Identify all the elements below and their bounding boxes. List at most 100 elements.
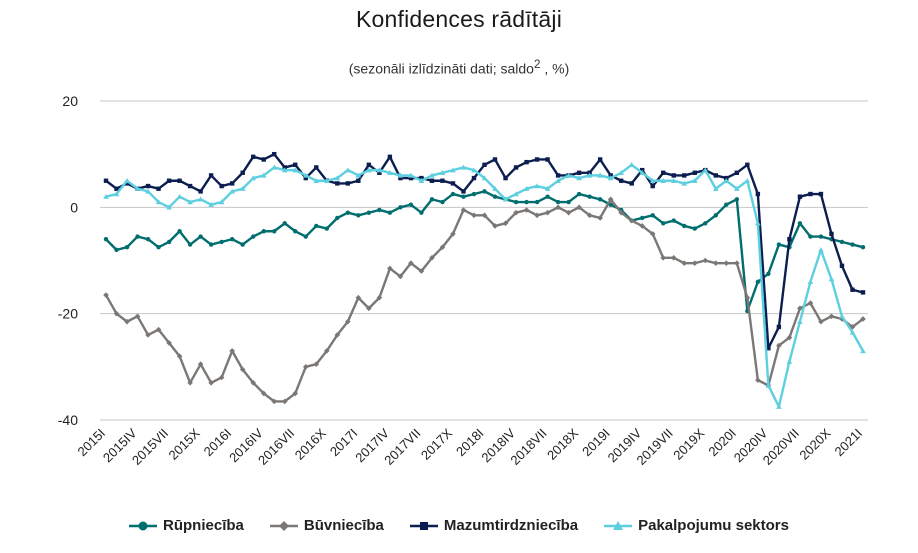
data-point[interactable] [345, 167, 351, 173]
data-point[interactable] [776, 342, 782, 349]
data-point[interactable] [345, 318, 351, 325]
data-point[interactable] [260, 390, 267, 397]
data-point[interactable] [544, 209, 551, 216]
data-point[interactable] [565, 172, 572, 178]
data-point[interactable] [618, 169, 624, 175]
data-point[interactable] [397, 273, 404, 280]
data-point[interactable] [482, 162, 487, 167]
data-point[interactable] [586, 172, 593, 178]
data-point[interactable] [176, 193, 183, 199]
data-point[interactable] [513, 199, 519, 205]
data-point[interactable] [292, 390, 299, 397]
data-point[interactable] [744, 294, 751, 301]
data-point[interactable] [724, 202, 729, 207]
data-point[interactable] [670, 177, 677, 183]
data-point[interactable] [145, 183, 151, 189]
data-point[interactable] [124, 177, 130, 183]
data-point[interactable] [691, 260, 698, 266]
data-point[interactable] [797, 318, 803, 324]
data-point[interactable] [828, 313, 835, 320]
data-point[interactable] [660, 255, 667, 261]
data-point[interactable] [208, 242, 214, 247]
data-point[interactable] [587, 194, 592, 199]
data-point[interactable] [755, 191, 761, 197]
data-point[interactable] [376, 294, 383, 301]
data-point[interactable] [387, 210, 393, 215]
data-point[interactable] [576, 191, 582, 197]
data-point[interactable] [502, 220, 509, 227]
data-point[interactable] [471, 175, 477, 181]
data-point[interactable] [828, 276, 835, 282]
data-point[interactable] [219, 239, 224, 245]
data-point[interactable] [671, 173, 676, 178]
data-point[interactable] [429, 172, 435, 178]
data-point[interactable] [166, 239, 172, 245]
data-point[interactable] [513, 191, 519, 197]
data-point[interactable] [723, 260, 730, 266]
data-point[interactable] [618, 178, 624, 183]
data-point[interactable] [418, 268, 425, 274]
data-point[interactable] [450, 191, 456, 197]
data-point[interactable] [639, 223, 646, 229]
data-point[interactable] [713, 173, 719, 178]
data-point[interactable] [303, 175, 308, 181]
data-point[interactable] [239, 185, 246, 191]
data-point[interactable] [103, 193, 109, 199]
data-point[interactable] [576, 204, 582, 211]
data-point[interactable] [187, 379, 193, 386]
data-point[interactable] [850, 242, 855, 247]
data-point[interactable] [293, 229, 298, 234]
data-point[interactable] [208, 201, 214, 207]
data-point[interactable] [692, 226, 697, 231]
data-point[interactable] [682, 173, 687, 178]
data-point[interactable] [345, 181, 351, 186]
data-point[interactable] [293, 162, 298, 167]
data-point[interactable] [829, 231, 834, 237]
data-point[interactable] [124, 318, 130, 325]
data-point[interactable] [197, 196, 204, 202]
data-point[interactable] [607, 175, 614, 181]
data-point[interactable] [555, 204, 561, 211]
data-point[interactable] [229, 188, 235, 194]
data-point[interactable] [271, 164, 278, 170]
data-point[interactable] [860, 348, 866, 354]
data-point[interactable] [261, 157, 266, 162]
data-point[interactable] [545, 194, 550, 199]
data-point[interactable] [439, 169, 446, 175]
data-point[interactable] [302, 172, 309, 178]
data-point[interactable] [177, 229, 182, 234]
data-point[interactable] [450, 181, 456, 186]
data-point[interactable] [272, 151, 277, 157]
data-point[interactable] [334, 175, 341, 181]
data-point[interactable] [555, 177, 561, 183]
data-point[interactable] [408, 202, 414, 207]
data-point[interactable] [208, 379, 214, 386]
data-point[interactable] [355, 294, 362, 301]
data-point[interactable] [103, 237, 109, 242]
data-point[interactable] [860, 316, 866, 322]
data-point[interactable] [544, 185, 551, 191]
data-point[interactable] [818, 318, 824, 325]
data-point[interactable] [366, 162, 372, 167]
data-point[interactable] [607, 196, 614, 203]
data-point[interactable] [355, 172, 362, 178]
data-point[interactable] [734, 197, 740, 202]
data-point[interactable] [408, 260, 414, 266]
data-point[interactable] [744, 177, 751, 183]
data-point[interactable] [492, 223, 498, 229]
data-point[interactable] [387, 154, 393, 160]
data-point[interactable] [155, 326, 162, 333]
data-point[interactable] [661, 221, 666, 226]
data-point[interactable] [671, 218, 676, 223]
data-point[interactable] [807, 300, 814, 306]
data-point[interactable] [849, 329, 856, 335]
data-point[interactable] [597, 157, 603, 162]
data-point[interactable] [660, 177, 667, 183]
data-point[interactable] [177, 178, 182, 183]
legend-item-mazumtirdznieciba[interactable]: Mazumtirdzniecība [409, 517, 578, 534]
data-point[interactable] [134, 185, 141, 191]
data-point[interactable] [661, 170, 666, 175]
data-point[interactable] [250, 175, 256, 181]
data-point[interactable] [113, 191, 120, 197]
data-point[interactable] [555, 199, 561, 205]
